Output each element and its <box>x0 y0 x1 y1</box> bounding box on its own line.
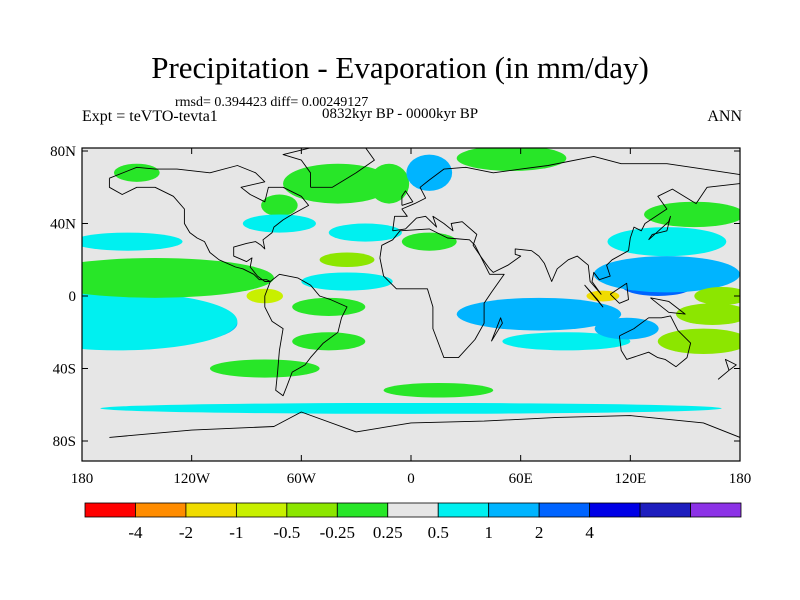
anomaly-region-6 <box>82 257 274 298</box>
colorbar-swatch-4 <box>286 502 338 518</box>
colorbar-label-5: 0.25 <box>373 523 403 542</box>
coastline-13 <box>717 358 737 380</box>
anomaly-region-34 <box>319 252 375 267</box>
map-area <box>82 148 740 461</box>
coastline-11 <box>648 215 671 241</box>
colorbar-swatch-5 <box>336 502 389 518</box>
colorbar-swatch-2 <box>185 502 237 518</box>
y-tick-label-3: 40S <box>53 362 76 378</box>
stats-label: rmsd= 0.394423 diff= 0.00249127 <box>175 95 369 110</box>
y-tick-label-0: 80N <box>50 144 76 160</box>
coastline-5 <box>618 315 692 368</box>
colorbar-swatch-9 <box>538 502 591 518</box>
anomaly-region-15 <box>401 232 457 251</box>
anomaly-region-12 <box>368 163 410 204</box>
coastline-7 <box>401 190 414 206</box>
anomaly-region-3 <box>82 292 238 351</box>
anomaly-region-28 <box>657 328 740 354</box>
y-tick-label-4: 80S <box>53 434 76 450</box>
experiment-label: Expt = teVTO-tevta1 <box>82 108 218 125</box>
x-tick-label-0: 180 <box>71 471 94 487</box>
anomaly-region-31 <box>383 383 494 398</box>
coastline-10 <box>650 297 686 315</box>
coastline-14 <box>490 317 503 342</box>
colorbar-swatch-7 <box>437 502 490 518</box>
anomaly-region-16 <box>456 148 567 171</box>
coastline-3 <box>392 155 740 231</box>
anomaly-region-35 <box>694 286 740 306</box>
anomaly-region-23 <box>607 227 727 257</box>
x-tick-label-3: 0 <box>407 471 415 487</box>
anomaly-region-32 <box>100 402 722 414</box>
anomaly-region-13 <box>406 154 453 191</box>
coastline-12 <box>109 411 740 438</box>
coastlines <box>108 148 740 438</box>
anomaly-region-21 <box>456 297 622 331</box>
colorbar-label-0: -4 <box>128 523 143 542</box>
colorbar-swatch-12 <box>690 502 742 518</box>
anomaly-region-27 <box>594 317 659 340</box>
colorbar-label-1: -2 <box>179 523 193 542</box>
x-tick-label-2: 60W <box>287 471 317 487</box>
colorbar-swatch-1 <box>135 502 187 518</box>
colorbar-swatch-0 <box>84 502 136 518</box>
colorbar-label-9: 4 <box>585 523 594 542</box>
coastline-2 <box>379 228 505 359</box>
y-tick-label-1: 40N <box>50 217 76 233</box>
colorbar-label-8: 2 <box>535 523 544 542</box>
anomaly-region-30 <box>209 359 320 378</box>
coastline-4 <box>392 183 740 295</box>
chart-title: Precipitation - Evaporation (in mm/day) <box>151 50 649 85</box>
colorbar: -4 -2 -1 -0.5 -0.25 0.25 0.5 1 2 4 <box>84 502 742 542</box>
anomaly-region-7 <box>82 232 183 251</box>
anomaly-region-24 <box>644 201 740 228</box>
colorbar-swatch-3 <box>235 502 288 518</box>
anomaly-region-18 <box>292 297 366 316</box>
colorbar-swatch-8 <box>488 502 540 518</box>
colorbar-label-6: 0.5 <box>428 523 449 542</box>
colorbar-label-7: 1 <box>484 523 493 542</box>
colorbar-label-3: -0.5 <box>273 523 300 542</box>
anomaly-region-19 <box>292 332 366 351</box>
colorbar-label-2: -1 <box>229 523 243 542</box>
anomaly-region-10 <box>242 214 316 233</box>
x-tick-label-1: 120W <box>173 471 211 487</box>
colorbar-swatch-11 <box>639 502 691 518</box>
anomaly-region-8 <box>113 163 160 182</box>
coastline-1 <box>264 273 348 397</box>
colorbar-swatch-6 <box>387 502 439 518</box>
anomaly-region-22 <box>502 332 631 351</box>
anomaly-region-26 <box>593 256 740 293</box>
coastline-8 <box>584 284 604 308</box>
x-tick-label-6: 180 <box>729 471 752 487</box>
x-tick-label-4: 60E <box>509 471 533 487</box>
anomaly-region-17 <box>301 272 393 291</box>
anomaly-region-14 <box>328 223 402 242</box>
axes: 180 120W 60W 0 60E 120E 180 80N 40N 0 40S 80S <box>50 144 751 487</box>
coastline-9 <box>609 282 629 304</box>
y-tick-label-2: 0 <box>69 289 77 305</box>
anomaly-region-9 <box>261 194 298 217</box>
colorbar-label-4: -0.25 <box>320 523 355 542</box>
x-tick-label-5: 120E <box>614 471 646 487</box>
anomaly-fields <box>82 148 740 414</box>
coastline-6 <box>282 148 375 188</box>
coastline-0 <box>108 165 310 282</box>
season-label: ANN <box>707 108 742 125</box>
anomaly-region-29 <box>676 303 740 325</box>
period-label: 0832kyr BP - 0000kyr BP <box>322 106 479 122</box>
colorbar-swatch-10 <box>589 502 641 518</box>
